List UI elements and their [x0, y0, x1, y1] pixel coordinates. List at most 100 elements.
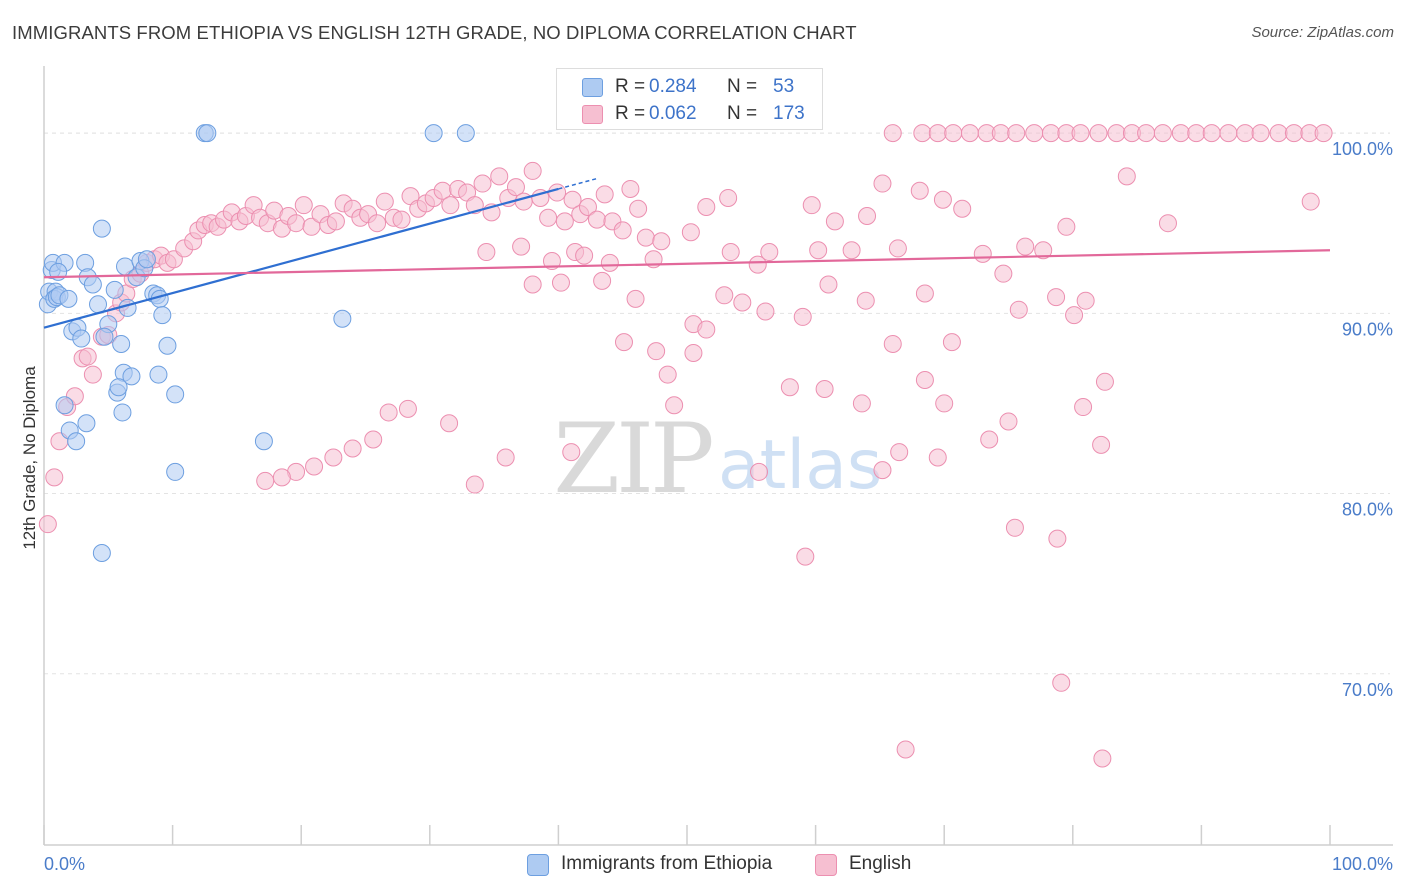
english-point	[890, 443, 909, 462]
english-point	[272, 468, 291, 487]
x-tick-label: 100.0%	[1332, 854, 1393, 874]
english-point	[942, 333, 961, 352]
english-point	[991, 124, 1010, 143]
english-point	[953, 199, 972, 218]
english-point	[523, 161, 542, 180]
english-point	[1284, 124, 1303, 143]
ethiopia-point	[77, 414, 96, 433]
english-point	[626, 289, 645, 308]
legend-label-english: English	[849, 853, 912, 874]
english-point	[1269, 124, 1288, 143]
english-point	[999, 412, 1018, 431]
english-point	[681, 223, 700, 242]
english-point	[1095, 372, 1114, 391]
stats-swatch-ethiopia	[582, 78, 603, 97]
english-point	[973, 244, 992, 263]
english-point	[1005, 518, 1024, 537]
english-point	[343, 439, 362, 458]
english-point	[935, 394, 954, 413]
english-point	[83, 365, 102, 384]
ethiopia-point	[333, 309, 352, 328]
english-point	[1071, 124, 1090, 143]
english-point	[858, 206, 877, 225]
legend-swatch-english	[815, 854, 837, 876]
english-point	[294, 196, 313, 215]
english-point	[1093, 749, 1112, 768]
english-point	[896, 740, 915, 759]
english-point	[873, 174, 892, 193]
english-point	[1092, 435, 1111, 454]
ethiopia-point	[92, 219, 111, 238]
english-point	[1048, 529, 1067, 548]
english-point	[915, 284, 934, 303]
english-point	[441, 196, 460, 215]
english-point	[933, 190, 952, 209]
ethiopia-point	[254, 432, 273, 451]
english-point	[647, 342, 666, 361]
english-point	[1057, 217, 1076, 236]
stats-n-label: N =	[727, 76, 758, 97]
english-point	[1009, 300, 1028, 319]
ethiopia-point	[456, 124, 475, 143]
english-point	[780, 378, 799, 397]
english-point	[636, 228, 655, 247]
english-point	[38, 515, 57, 534]
english-point	[548, 183, 567, 202]
stats-row-ethiopia: R = 0.284 N = 53	[557, 73, 822, 99]
english-point	[1052, 673, 1071, 692]
english-point	[1202, 124, 1221, 143]
y-tick-label: 80.0%	[1342, 500, 1393, 520]
english-point	[1074, 398, 1093, 417]
english-point	[802, 196, 821, 215]
correlation-stats-box: R = 0.284 N = 53 R = 0.062 N = 173	[556, 68, 823, 130]
source-credit: Source: ZipAtlas.com	[1251, 24, 1394, 41]
english-point	[1076, 291, 1095, 310]
english-point	[1034, 241, 1053, 260]
ethiopia-point	[153, 306, 172, 325]
english-point	[715, 286, 734, 305]
english-point	[733, 293, 752, 312]
y-tick-label: 70.0%	[1342, 680, 1393, 700]
ethiopia-point	[55, 396, 74, 415]
english-point	[750, 462, 769, 481]
english-point	[910, 181, 929, 200]
english-point	[883, 124, 902, 143]
english-point	[1117, 167, 1136, 186]
series-ethiopia-points	[38, 124, 475, 563]
ethiopia-point	[92, 544, 111, 563]
english-point	[793, 307, 812, 326]
stats-r-label: R =	[615, 76, 646, 97]
y-tick-label: 100.0%	[1332, 139, 1393, 159]
english-point	[888, 239, 907, 258]
english-point	[496, 448, 515, 467]
english-point	[1025, 124, 1044, 143]
stats-n-label: N =	[727, 103, 758, 124]
english-point	[960, 124, 979, 143]
ethiopia-point	[112, 334, 131, 353]
grid-lines	[44, 132, 1390, 675]
english-point	[575, 246, 594, 265]
ethiopia-point	[424, 124, 443, 143]
english-point	[1236, 124, 1255, 143]
legend-swatch-ethiopia	[527, 854, 549, 876]
english-point	[1301, 192, 1320, 211]
ethiopia-point	[122, 367, 141, 386]
english-point	[815, 380, 834, 399]
stats-r-label: R =	[615, 103, 646, 124]
english-point	[587, 210, 606, 229]
ethiopia-point	[166, 462, 185, 481]
english-point	[852, 394, 871, 413]
english-point	[1153, 124, 1172, 143]
english-point	[326, 212, 345, 231]
english-point	[1089, 124, 1108, 143]
english-point	[980, 430, 999, 449]
english-point	[629, 199, 648, 218]
ethiopia-point	[166, 385, 185, 404]
watermark-atlas: atlas	[718, 426, 882, 505]
english-point	[539, 208, 558, 227]
english-point	[490, 167, 509, 186]
english-point	[398, 399, 417, 418]
english-point	[506, 178, 525, 197]
english-point	[697, 320, 716, 339]
